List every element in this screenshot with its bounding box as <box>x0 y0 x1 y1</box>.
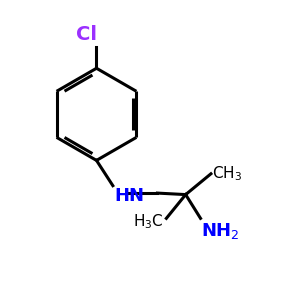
Text: HN: HN <box>114 187 144 205</box>
Text: Cl: Cl <box>76 25 97 44</box>
Text: NH$_2$: NH$_2$ <box>200 221 239 241</box>
Text: H$_3$C: H$_3$C <box>133 212 164 231</box>
Text: CH$_3$: CH$_3$ <box>212 164 243 183</box>
